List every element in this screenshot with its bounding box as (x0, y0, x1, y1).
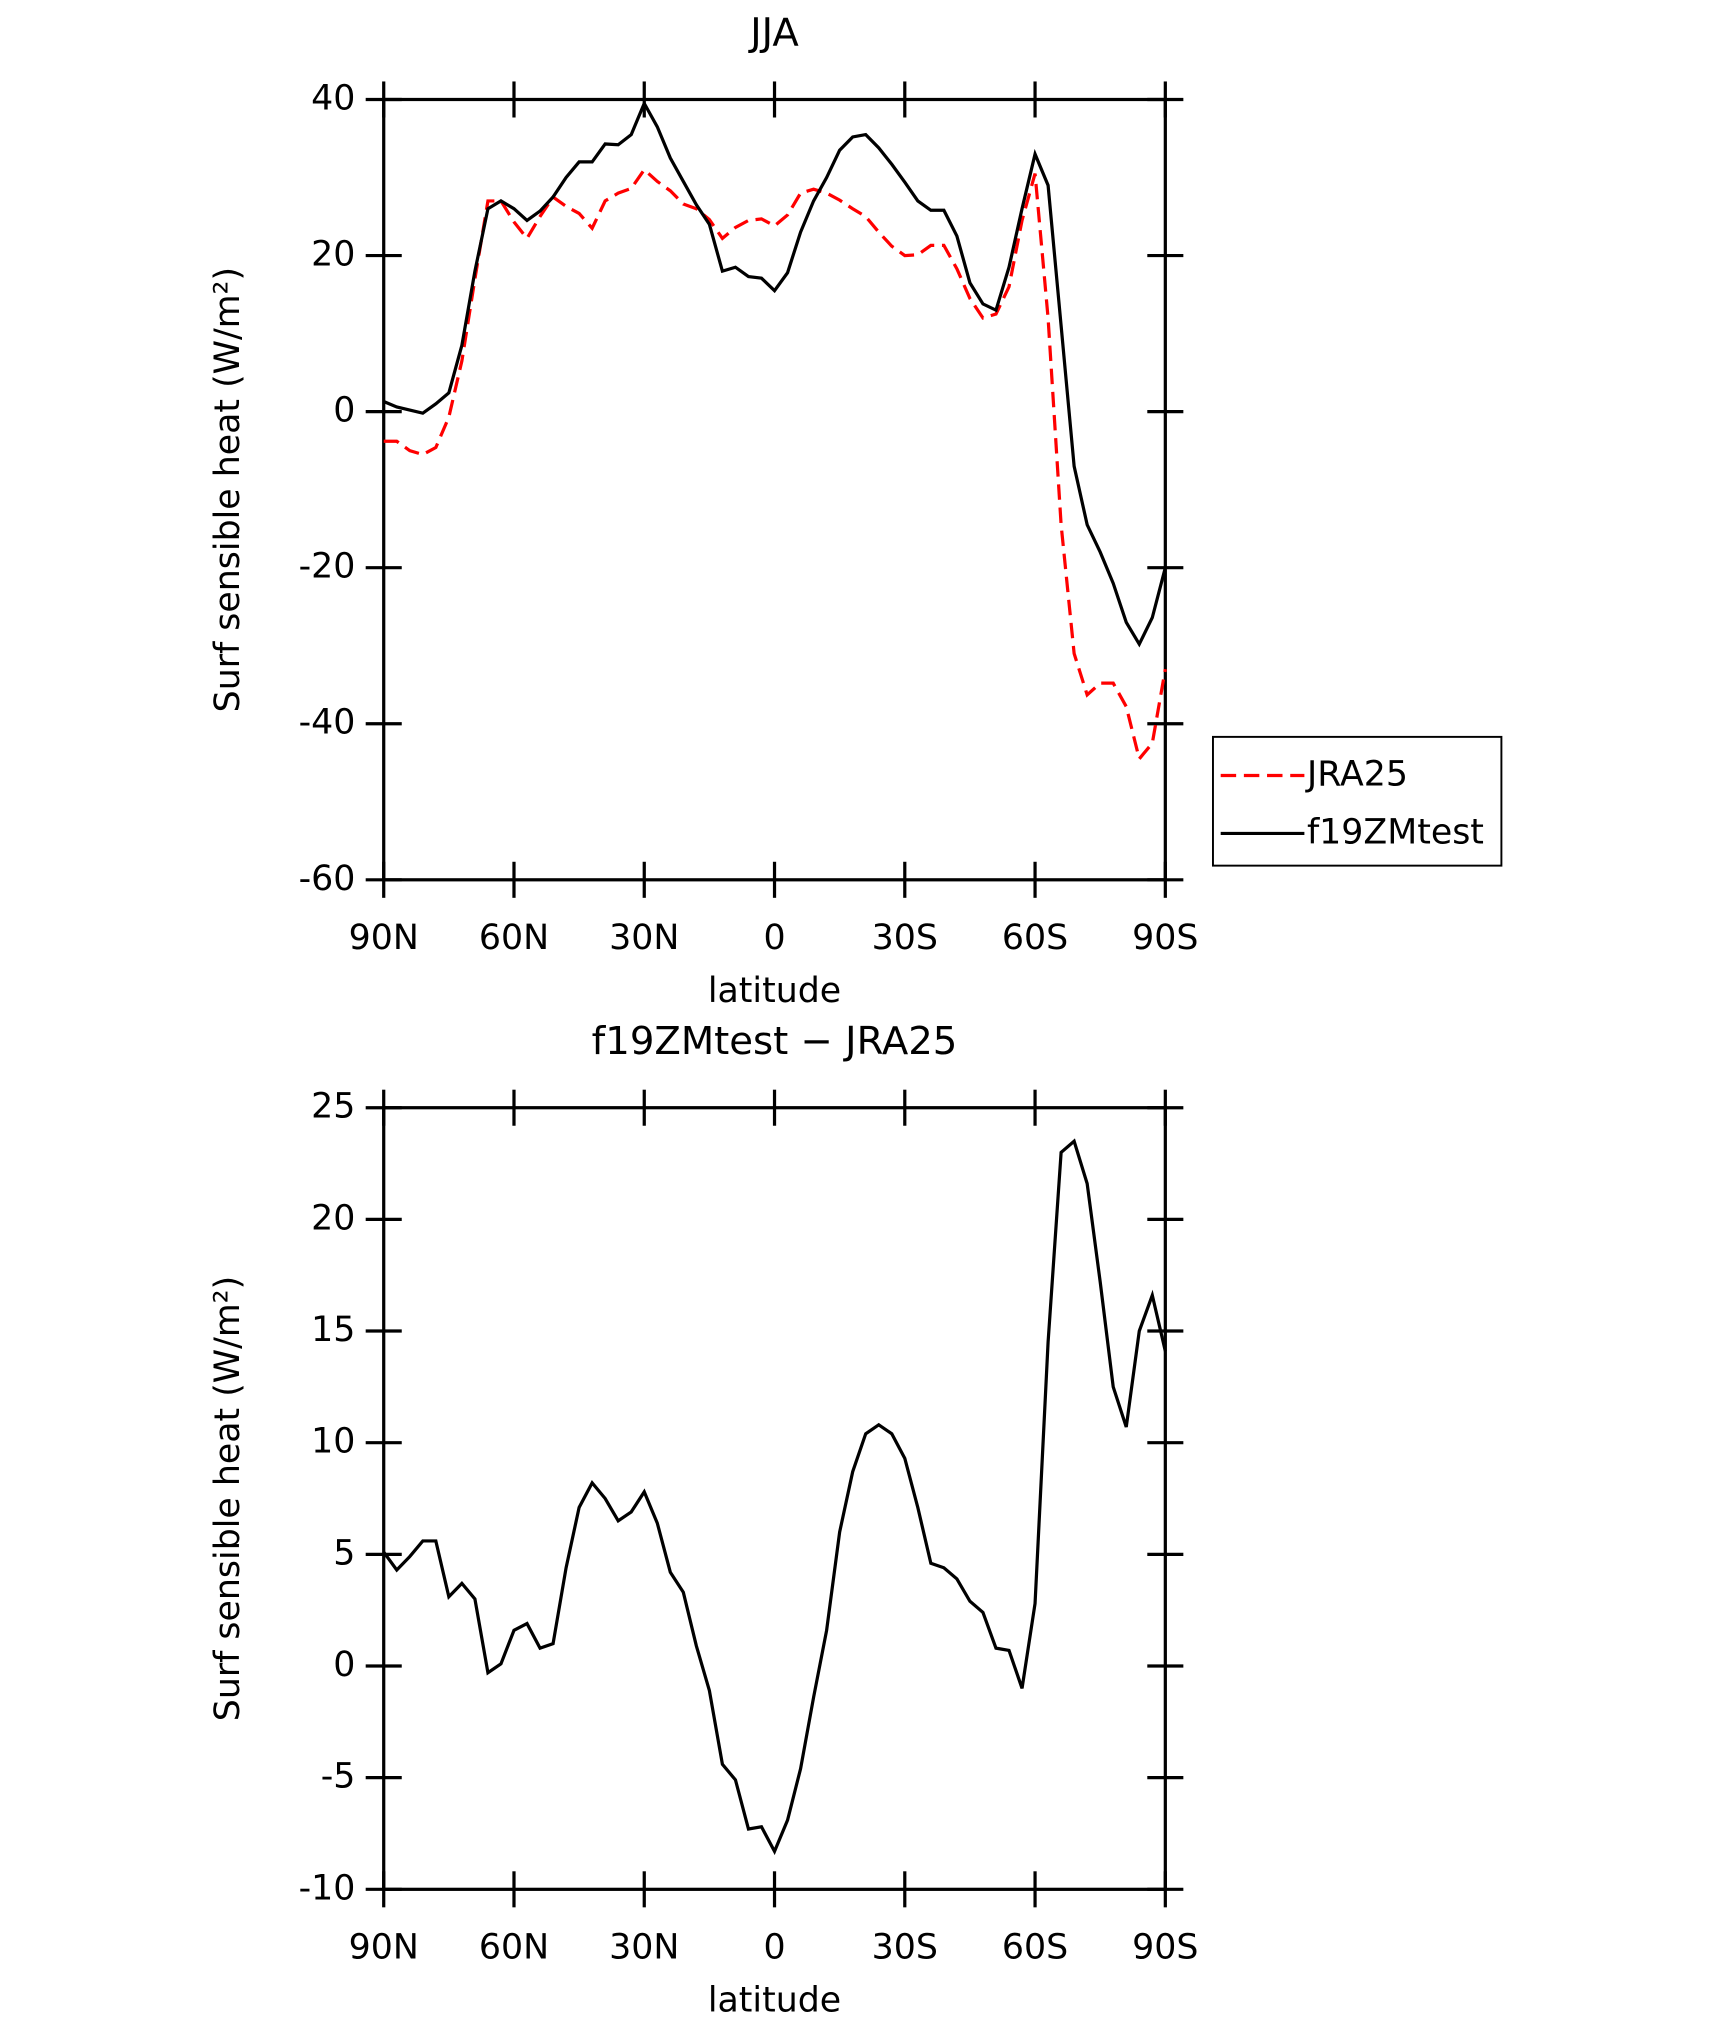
legend-box (1212, 735, 1503, 867)
x-tick-label: 0 (763, 918, 785, 958)
x-tick-label: 90N (349, 1928, 419, 1968)
y-axis-label: Surf sensible heat (W/m²) (208, 267, 248, 712)
x-tick-label: 60S (1002, 918, 1068, 958)
legend-label: f19ZMtest (1307, 812, 1484, 852)
y-tick-label: -40 (299, 703, 356, 743)
x-tick-label: 30S (872, 1928, 938, 1968)
y-tick-label: 5 (333, 1533, 355, 1573)
y-tick-label: -20 (299, 547, 356, 587)
y-tick-label: -10 (299, 1868, 356, 1908)
x-tick-label: 60N (479, 918, 549, 958)
x-tick-label: 60S (1002, 1928, 1068, 1968)
y-axis-label: Surf sensible heat (W/m²) (208, 1276, 248, 1721)
data-line (383, 99, 1167, 648)
y-tick-label: 20 (311, 1198, 355, 1238)
x-tick-label: 90S (1132, 918, 1198, 958)
chart-title: JJA (748, 11, 799, 56)
x-axis-label: latitude (708, 1980, 841, 2020)
plot-frame (382, 97, 1167, 882)
y-tick-label: -60 (299, 859, 356, 899)
x-tick-label: 90S (1132, 1928, 1198, 1968)
x-tick-label: 60N (479, 1928, 549, 1968)
x-tick-label: 30N (609, 918, 679, 958)
y-tick-label: 40 (311, 78, 355, 118)
chart-title: f19ZMtest − JRA25 (592, 1019, 958, 1064)
y-tick-label: 20 (311, 235, 355, 275)
x-axis-label: latitude (708, 971, 841, 1011)
x-tick-label: 30N (609, 1928, 679, 1968)
plot-frame (382, 1106, 1167, 1891)
y-tick-label: 0 (333, 391, 355, 431)
y-tick-label: 25 (311, 1087, 355, 1127)
y-tick-label: 0 (333, 1645, 355, 1685)
data-line (383, 167, 1167, 763)
data-line (382, 1138, 1167, 1856)
x-tick-label: 30S (872, 918, 938, 958)
y-tick-label: -5 (321, 1757, 356, 1797)
x-tick-label: 0 (763, 1928, 785, 1968)
x-tick-label: 90N (349, 918, 419, 958)
y-tick-label: 10 (311, 1422, 355, 1462)
legend-label: JRA25 (1305, 755, 1408, 795)
y-tick-label: 15 (311, 1310, 355, 1350)
